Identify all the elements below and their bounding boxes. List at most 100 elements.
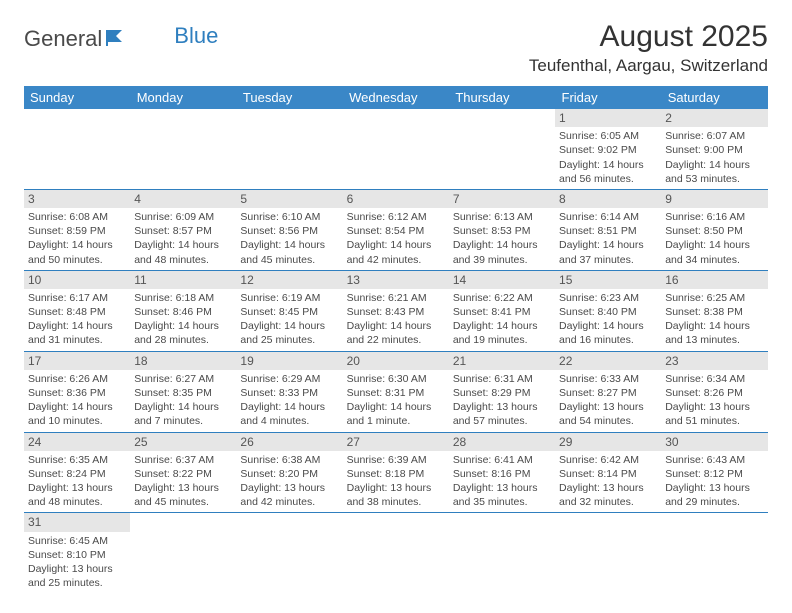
daylight-text: and 31 minutes. <box>28 333 126 347</box>
sunset-text: Sunset: 8:59 PM <box>28 224 126 238</box>
daylight-text: and 16 minutes. <box>559 333 657 347</box>
daylight-text: Daylight: 14 hours <box>28 238 126 252</box>
sunrise-text: Sunrise: 6:25 AM <box>665 291 763 305</box>
day-number: 5 <box>236 190 342 208</box>
calendar-day-cell: 8Sunrise: 6:14 AMSunset: 8:51 PMDaylight… <box>555 189 661 270</box>
daylight-text: and 56 minutes. <box>559 172 657 186</box>
sunrise-text: Sunrise: 6:13 AM <box>453 210 551 224</box>
day-number: 1 <box>555 109 661 127</box>
calendar-day-cell: 23 Sunrise: 6:34 AMSunset: 8:26 PMDayligh… <box>661 351 767 432</box>
calendar-week-row: 3Sunrise: 6:08 AMSunset: 8:59 PMDaylight… <box>24 189 768 270</box>
day-number: 21 <box>449 352 555 370</box>
day-number: 29 <box>555 433 661 451</box>
sunrise-text: Sunrise: 6:42 AM <box>559 453 657 467</box>
sunset-text: Sunset: 8:29 PM <box>453 386 551 400</box>
daylight-text: and 25 minutes. <box>240 333 338 347</box>
daylight-text: Daylight: 13 hours <box>347 481 445 495</box>
sunrise-text: Sunrise: 6:45 AM <box>28 534 126 548</box>
daylight-text: and 32 minutes. <box>559 495 657 509</box>
daylight-text: and 25 minutes. <box>28 576 126 590</box>
sunset-text: Sunset: 8:18 PM <box>347 467 445 481</box>
daylight-text: and 39 minutes. <box>453 253 551 267</box>
calendar-day-cell: 30Sunrise: 6:43 AMSunset: 8:12 PMDayligh… <box>661 432 767 513</box>
daylight-text: Daylight: 14 hours <box>240 238 338 252</box>
sunrise-text: Sunrise: 6:30 AM <box>347 372 445 386</box>
daylight-text: and 19 minutes. <box>453 333 551 347</box>
sunrise-text: Sunrise: 6:05 AM <box>559 129 657 143</box>
calendar-day-cell: 11Sunrise: 6:18 AMSunset: 8:46 PMDayligh… <box>130 270 236 351</box>
sunset-text: Sunset: 8:33 PM <box>240 386 338 400</box>
calendar-day-cell: 17Sunrise: 6:26 AMSunset: 8:36 PMDayligh… <box>24 351 130 432</box>
daylight-text: Daylight: 14 hours <box>665 238 763 252</box>
sunrise-text: Sunrise: 6:31 AM <box>453 372 551 386</box>
daylight-text: Daylight: 13 hours <box>453 400 551 414</box>
day-number: 23 <box>661 352 767 370</box>
daylight-text: and 37 minutes. <box>559 253 657 267</box>
sunrise-text: Sunrise: 6:16 AM <box>665 210 763 224</box>
calendar-day-cell: 31Sunrise: 6:45 AMSunset: 8:10 PMDayligh… <box>24 513 130 593</box>
calendar-day-cell: 15Sunrise: 6:23 AMSunset: 8:40 PMDayligh… <box>555 270 661 351</box>
sunrise-text: Sunrise: 6:09 AM <box>134 210 232 224</box>
calendar-week-row: 10Sunrise: 6:17 AMSunset: 8:48 PMDayligh… <box>24 270 768 351</box>
daylight-text: Daylight: 13 hours <box>28 481 126 495</box>
sunset-text: Sunset: 8:53 PM <box>453 224 551 238</box>
daylight-text: and 42 minutes. <box>347 253 445 267</box>
daylight-text: Daylight: 14 hours <box>347 400 445 414</box>
sunset-text: Sunset: 9:02 PM <box>559 143 657 157</box>
daylight-text: and 35 minutes. <box>453 495 551 509</box>
day-number: 18 <box>130 352 236 370</box>
sunrise-text: Sunrise: 6:35 AM <box>28 453 126 467</box>
calendar-day-cell <box>236 513 342 593</box>
day-number: 11 <box>130 271 236 289</box>
daylight-text: Daylight: 14 hours <box>134 238 232 252</box>
day-number: 25 <box>130 433 236 451</box>
sunset-text: Sunset: 8:20 PM <box>240 467 338 481</box>
title-block: August 2025 Teufenthal, Aargau, Switzerl… <box>529 20 768 76</box>
calendar-day-cell <box>661 513 767 593</box>
day-number: 31 <box>24 513 130 531</box>
calendar-day-cell <box>449 109 555 189</box>
daylight-text: Daylight: 13 hours <box>134 481 232 495</box>
day-number: 28 <box>449 433 555 451</box>
calendar-week-row: 1 Sunrise: 6:05 AMSunset: 9:02 PM Daylight… <box>24 109 768 189</box>
daylight-text: Daylight: 14 hours <box>453 238 551 252</box>
daylight-text: Daylight: 13 hours <box>240 481 338 495</box>
sunset-text: Sunset: 8:48 PM <box>28 305 126 319</box>
sunset-text: Sunset: 8:16 PM <box>453 467 551 481</box>
calendar-week-row: 24Sunrise: 6:35 AMSunset: 8:24 PMDayligh… <box>24 432 768 513</box>
daylight-text: Daylight: 14 hours <box>665 158 763 172</box>
calendar-week-row: 31Sunrise: 6:45 AMSunset: 8:10 PMDayligh… <box>24 513 768 593</box>
sunrise-text: Sunrise: 6:43 AM <box>665 453 763 467</box>
day-number: 20 <box>343 352 449 370</box>
sunrise-text: Sunrise: 6:19 AM <box>240 291 338 305</box>
calendar-day-cell: 2Sunrise: 6:07 AMSunset: 9:00 PMDaylight… <box>661 109 767 189</box>
sunset-text: Sunset: 8:26 PM <box>665 386 763 400</box>
sunset-text: Sunset: 8:51 PM <box>559 224 657 238</box>
daylight-text: and 45 minutes. <box>240 253 338 267</box>
daylight-text: Daylight: 13 hours <box>665 400 763 414</box>
daylight-text: Daylight: 13 hours <box>665 481 763 495</box>
sunset-text: Sunset: 8:36 PM <box>28 386 126 400</box>
daylight-text: and 45 minutes. <box>134 495 232 509</box>
sunset-text: Sunset: 8:41 PM <box>453 305 551 319</box>
sunrise-text: Sunrise: 6:07 AM <box>665 129 763 143</box>
calendar-day-cell: 10Sunrise: 6:17 AMSunset: 8:48 PMDayligh… <box>24 270 130 351</box>
sunrise-text: Sunrise: 6:22 AM <box>453 291 551 305</box>
calendar-day-cell: 28Sunrise: 6:41 AMSunset: 8:16 PMDayligh… <box>449 432 555 513</box>
daylight-text: and 51 minutes. <box>665 414 763 428</box>
day-number: 6 <box>343 190 449 208</box>
logo-flag-icon <box>106 26 132 52</box>
daylight-text: Daylight: 14 hours <box>28 319 126 333</box>
daylight-text: Daylight: 14 hours <box>240 400 338 414</box>
day-number: 19 <box>236 352 342 370</box>
day-number: 30 <box>661 433 767 451</box>
daylight-text: Daylight: 13 hours <box>28 562 126 576</box>
sunset-text: Sunset: 8:27 PM <box>559 386 657 400</box>
calendar-day-cell <box>236 109 342 189</box>
calendar-day-cell <box>449 513 555 593</box>
sunrise-text: Sunrise: 6:39 AM <box>347 453 445 467</box>
sunrise-text: Sunrise: 6:18 AM <box>134 291 232 305</box>
sunrise-text: Sunrise: 6:34 AM <box>665 372 763 386</box>
sunset-text: Sunset: 8:43 PM <box>347 305 445 319</box>
daylight-text: and 13 minutes. <box>665 333 763 347</box>
